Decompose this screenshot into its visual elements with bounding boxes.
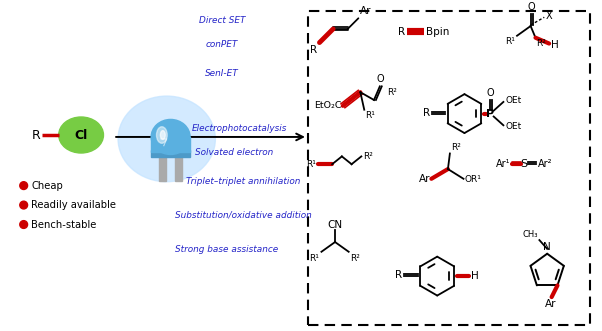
Text: R²: R² [350,254,361,263]
Bar [151,137,190,152]
Bar [159,140,166,181]
Text: EtO₂C: EtO₂C [315,101,342,110]
Text: OR¹: OR¹ [465,175,482,184]
Text: H: H [471,271,479,281]
Ellipse shape [157,127,167,143]
Text: R: R [311,45,317,56]
Text: SenI-ET: SenI-ET [205,69,239,78]
Text: Bpin: Bpin [426,27,449,37]
Text: N: N [543,242,551,252]
Text: X: X [546,11,553,21]
Text: CH₃: CH₃ [523,230,538,239]
Text: H: H [551,39,559,50]
Text: Ar: Ar [545,299,556,309]
Text: R²: R² [536,39,547,48]
Text: OEt: OEt [505,96,521,106]
Text: O: O [487,88,495,98]
Text: R²: R² [388,88,397,97]
Circle shape [20,221,28,228]
Text: O: O [377,74,385,84]
Text: P: P [486,109,494,118]
Ellipse shape [59,117,104,153]
Text: OEt: OEt [505,122,521,131]
Circle shape [20,201,28,209]
Text: R²: R² [363,152,373,161]
Text: Ar²: Ar² [538,159,553,169]
Circle shape [20,182,28,189]
Text: Substitution/oxidative addition: Substitution/oxidative addition [175,210,312,219]
Text: Solvated electron: Solvated electron [194,148,273,157]
Text: Readily available: Readily available [31,200,116,210]
Text: Cl: Cl [75,128,88,142]
FancyBboxPatch shape [308,12,590,325]
Text: Electrophotocatalysis: Electrophotocatalysis [192,124,287,133]
Text: O: O [528,2,535,12]
Text: R²: R² [451,143,461,152]
Text: Triplet–triplet annihilation: Triplet–triplet annihilation [187,177,301,186]
Ellipse shape [151,119,190,155]
Text: R¹: R¹ [309,254,320,263]
Text: R¹: R¹ [306,160,315,169]
Bar [151,150,190,157]
Text: S: S [520,159,527,169]
Text: R: R [398,27,405,37]
Text: Cheap: Cheap [31,181,63,191]
Text: Strong base assistance: Strong base assistance [175,245,279,254]
Text: R¹: R¹ [505,37,515,46]
Ellipse shape [118,96,216,182]
Text: Ar: Ar [419,174,430,184]
Bar [175,140,182,181]
Text: Ar¹: Ar¹ [495,159,510,169]
Text: R¹: R¹ [365,111,375,120]
Text: R: R [395,270,402,280]
Ellipse shape [160,131,166,139]
Text: Direct SET: Direct SET [199,16,246,25]
Text: Ar: Ar [361,6,372,16]
Text: Bench-stable: Bench-stable [31,219,97,229]
Text: R: R [423,108,430,118]
Text: CN: CN [327,220,343,230]
Text: conPET: conPET [206,40,238,49]
Text: R: R [31,128,40,142]
